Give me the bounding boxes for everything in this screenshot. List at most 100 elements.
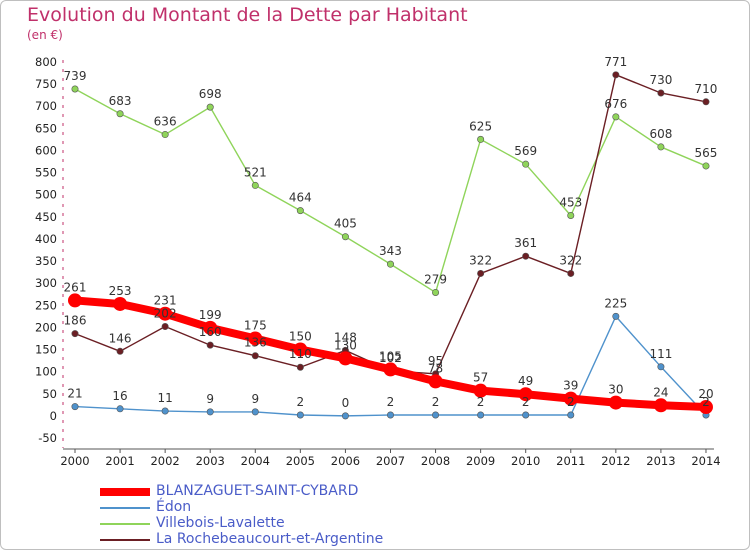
data-label: 322 bbox=[559, 253, 582, 267]
x-tick-label: 2005 bbox=[286, 454, 315, 468]
data-label: 130 bbox=[334, 338, 357, 352]
data-point bbox=[567, 411, 575, 419]
data-point bbox=[248, 331, 263, 346]
data-point bbox=[653, 398, 668, 413]
data-point bbox=[251, 181, 259, 189]
data-point bbox=[71, 85, 79, 93]
data-label: 16 bbox=[112, 389, 127, 403]
data-label: 2 bbox=[522, 395, 530, 409]
y-tick-label: 50 bbox=[42, 387, 57, 401]
data-label: 405 bbox=[334, 217, 357, 231]
data-label: 322 bbox=[469, 253, 492, 267]
data-point bbox=[296, 207, 304, 215]
data-point bbox=[206, 408, 214, 416]
y-tick-label: 550 bbox=[35, 166, 57, 180]
x-tick-label: 2006 bbox=[331, 454, 360, 468]
data-label: 110 bbox=[289, 347, 312, 361]
legend-swatch bbox=[100, 523, 150, 525]
x-tick-label: 2000 bbox=[60, 454, 89, 468]
data-label: 30 bbox=[608, 383, 623, 397]
y-tick-label: 0 bbox=[50, 409, 57, 423]
data-point bbox=[161, 131, 169, 139]
data-point bbox=[116, 347, 124, 355]
data-label: 771 bbox=[604, 55, 627, 69]
data-label: 569 bbox=[514, 144, 537, 158]
data-label: 2 bbox=[567, 395, 575, 409]
y-tick-label: 200 bbox=[35, 320, 57, 334]
data-label: 11 bbox=[157, 391, 172, 405]
data-label: 225 bbox=[604, 296, 627, 310]
data-label: 9 bbox=[251, 392, 259, 406]
data-point bbox=[338, 351, 353, 366]
x-tick-label: 2012 bbox=[601, 454, 630, 468]
data-label: 111 bbox=[649, 347, 672, 361]
data-label: 0 bbox=[342, 396, 350, 410]
data-label: 521 bbox=[244, 165, 267, 179]
data-point bbox=[206, 341, 214, 349]
data-label: 136 bbox=[244, 336, 267, 350]
y-tick-label: 500 bbox=[35, 188, 57, 202]
data-point bbox=[116, 110, 124, 118]
y-tick-label: 600 bbox=[35, 143, 57, 157]
data-label: 105 bbox=[379, 349, 402, 363]
data-label: 253 bbox=[109, 284, 132, 298]
y-tick-label: 450 bbox=[35, 210, 57, 224]
x-tick-label: 2003 bbox=[196, 454, 225, 468]
data-label: 175 bbox=[244, 318, 267, 332]
y-tick-label: 400 bbox=[35, 232, 57, 246]
y-tick-label: 100 bbox=[35, 365, 57, 379]
data-label: 698 bbox=[199, 87, 222, 101]
x-tick-label: 2007 bbox=[376, 454, 405, 468]
data-point bbox=[71, 330, 79, 338]
data-point bbox=[116, 405, 124, 413]
data-point bbox=[522, 160, 530, 168]
data-point bbox=[432, 288, 440, 296]
data-point bbox=[522, 252, 530, 260]
data-point bbox=[567, 211, 575, 219]
y-tick-label: 150 bbox=[35, 343, 57, 357]
data-point bbox=[206, 103, 214, 111]
data-label: 730 bbox=[649, 73, 672, 87]
y-tick-label: 700 bbox=[35, 99, 57, 113]
data-point bbox=[293, 342, 308, 357]
legend-label: BLANZAGUET-SAINT-CYBARD bbox=[156, 483, 359, 499]
x-tick-label: 2004 bbox=[241, 454, 270, 468]
data-point bbox=[698, 400, 713, 415]
data-point bbox=[251, 408, 259, 416]
data-label: 279 bbox=[424, 272, 447, 286]
x-tick-label: 2009 bbox=[466, 454, 495, 468]
data-label: 9 bbox=[206, 392, 214, 406]
data-point bbox=[251, 352, 259, 360]
data-point bbox=[612, 312, 620, 320]
data-label: 2 bbox=[297, 395, 305, 409]
data-label: 150 bbox=[289, 330, 312, 344]
data-label: 202 bbox=[154, 307, 177, 321]
data-point bbox=[567, 269, 575, 277]
data-point bbox=[71, 403, 79, 411]
data-label: 676 bbox=[604, 97, 627, 111]
data-point bbox=[161, 323, 169, 331]
data-label: 49 bbox=[518, 374, 533, 388]
data-label: 39 bbox=[563, 379, 578, 393]
data-label: 636 bbox=[154, 115, 177, 129]
data-point bbox=[657, 89, 665, 97]
y-tick-label: 750 bbox=[35, 77, 57, 91]
data-label: 2 bbox=[432, 395, 440, 409]
data-label: 160 bbox=[199, 325, 222, 339]
y-tick-label: 250 bbox=[35, 298, 57, 312]
y-tick-label: 650 bbox=[35, 121, 57, 135]
data-label: 683 bbox=[109, 94, 132, 108]
data-point bbox=[612, 71, 620, 79]
legend-swatch bbox=[100, 507, 150, 509]
data-label: 199 bbox=[199, 308, 222, 322]
data-label: 361 bbox=[514, 236, 537, 250]
data-point bbox=[383, 362, 398, 377]
legend-swatch bbox=[100, 539, 150, 541]
data-point bbox=[386, 411, 394, 419]
data-label: 186 bbox=[64, 314, 87, 328]
chart-title: Evolution du Montant de la Dette par Hab… bbox=[27, 4, 468, 26]
line-chart: -500501001502002503003504004505005506006… bbox=[35, 55, 721, 468]
data-point bbox=[518, 387, 533, 402]
data-point bbox=[608, 395, 623, 410]
